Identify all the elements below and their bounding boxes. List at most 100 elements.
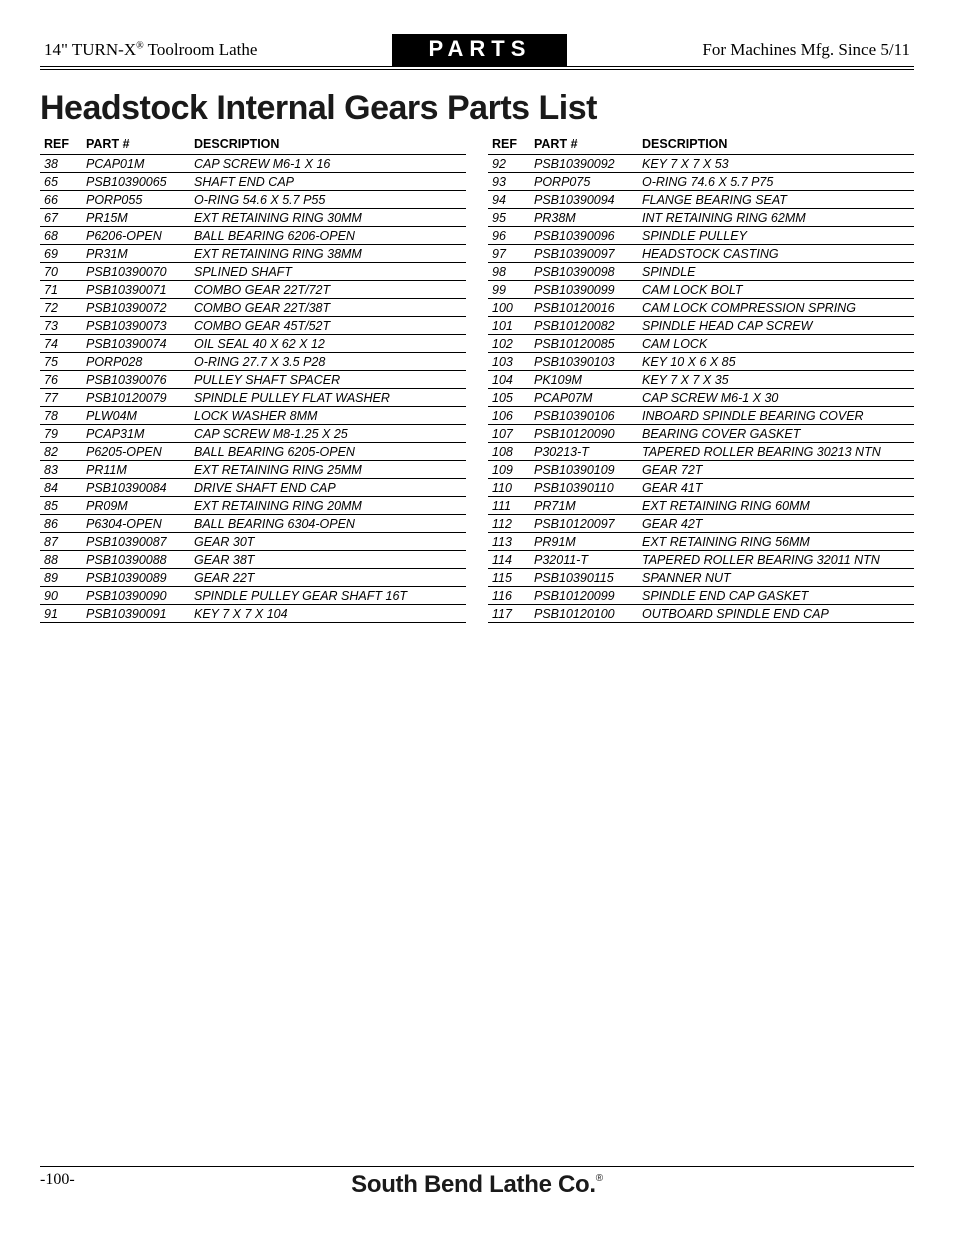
table-row: 78PLW04MLOCK WASHER 8MM <box>40 407 466 425</box>
cell-desc: CAP SCREW M6-1 X 30 <box>638 389 914 407</box>
cell-part: P6205-OPEN <box>82 443 190 461</box>
header-reg-mark: ® <box>136 40 144 51</box>
cell-desc: KEY 7 X 7 X 53 <box>638 155 914 173</box>
tables-container: REF PART # DESCRIPTION 38PCAP01M CAP SCRE… <box>40 134 914 623</box>
cell-ref: 115 <box>488 569 530 587</box>
cell-part: P6304-OPEN <box>82 515 190 533</box>
cell-desc: SPINDLE PULLEY <box>638 227 914 245</box>
cell-part: P30213-T <box>530 443 638 461</box>
table-row: 105PCAP07MCAP SCREW M6-1 X 30 <box>488 389 914 407</box>
cell-ref: 65 <box>40 173 82 191</box>
cell-part: PSB10120090 <box>530 425 638 443</box>
col-part-header: PART # <box>530 134 638 155</box>
cell-part: PSB10390087 <box>82 533 190 551</box>
table-row: 77PSB10120079SPINDLE PULLEY FLAT WASHER <box>40 389 466 407</box>
cell-part: PK109M <box>530 371 638 389</box>
table-row: 70PSB10390070SPLINED SHAFT <box>40 263 466 281</box>
table-row: 89PSB10390089GEAR 22T <box>40 569 466 587</box>
table-row: 103PSB10390103KEY 10 X 6 X 85 <box>488 353 914 371</box>
table-row: 66PORP055O-RING 54.6 X 5.7 P55 <box>40 191 466 209</box>
parts-table-right: REF PART # DESCRIPTION 92PSB10390092KEY … <box>488 134 914 623</box>
cell-ref: 112 <box>488 515 530 533</box>
cell-ref: 75 <box>40 353 82 371</box>
left-table-wrap: REF PART # DESCRIPTION 38PCAP01MCAP SCRE… <box>40 134 466 623</box>
cell-desc: TAPERED ROLLER BEARING 30213 NTN <box>638 443 914 461</box>
cell-ref: 92 <box>488 155 530 173</box>
cell-desc: OUTBOARD SPINDLE END CAP <box>638 605 914 623</box>
cell-ref: 71 <box>40 281 82 299</box>
table-header-row: REF PART # DESCRIPTION <box>488 134 914 155</box>
cell-part: PSB10390065 <box>82 173 190 191</box>
cell-part: PR38M <box>530 209 638 227</box>
cell-ref: 99 <box>488 281 530 299</box>
footer-brand-reg: ® <box>596 1173 603 1184</box>
cell-ref: 87 <box>40 533 82 551</box>
cell-ref: 68 <box>40 227 82 245</box>
col-ref-header: REF <box>488 134 530 155</box>
cell-desc: KEY 7 X 7 X 104 <box>190 605 466 623</box>
table-row: 111PR71MEXT RETAINING RING 60MM <box>488 497 914 515</box>
cell-part: PSB10390084 <box>82 479 190 497</box>
table-row: 108P30213-TTAPERED ROLLER BEARING 30213 … <box>488 443 914 461</box>
cell-ref: 70 <box>40 263 82 281</box>
cell-part: PORP055 <box>82 191 190 209</box>
cell-ref: 67 <box>40 209 82 227</box>
table-row: 97PSB10390097HEADSTOCK CASTING <box>488 245 914 263</box>
cell-desc: GEAR 41T <box>638 479 914 497</box>
cell-ref: 66 <box>40 191 82 209</box>
table-row: 98PSB10390098SPINDLE <box>488 263 914 281</box>
table-row: 117PSB10120100OUTBOARD SPINDLE END CAP <box>488 605 914 623</box>
table-row: 110PSB10390110GEAR 41T <box>488 479 914 497</box>
cell-ref: 78 <box>40 407 82 425</box>
cell-desc: PULLEY SHAFT SPACER <box>190 371 466 389</box>
cell-desc: EXT RETAINING RING 30MM <box>190 209 466 227</box>
cell-desc: EXT RETAINING RING 56MM <box>638 533 914 551</box>
cell-ref: 97 <box>488 245 530 263</box>
cell-ref: 73 <box>40 317 82 335</box>
col-part-header: PART # <box>82 134 190 155</box>
cell-ref: 110 <box>488 479 530 497</box>
cell-ref: 111 <box>488 497 530 515</box>
cell-desc: TAPERED ROLLER BEARING 32011 NTN <box>638 551 914 569</box>
table-row: 69PR31MEXT RETAINING RING 38MM <box>40 245 466 263</box>
cell-ref: 104 <box>488 371 530 389</box>
cell-ref: 100 <box>488 299 530 317</box>
cell-ref: 93 <box>488 173 530 191</box>
cell-ref: 38 <box>40 155 82 173</box>
table-row: 65PSB10390065SHAFT END CAP <box>40 173 466 191</box>
cell-desc: INBOARD SPINDLE BEARING COVER <box>638 407 914 425</box>
table-header-row: REF PART # DESCRIPTION <box>40 134 466 155</box>
cell-ref: 77 <box>40 389 82 407</box>
table-row: 68P6206-OPENBALL BEARING 6206-OPEN <box>40 227 466 245</box>
cell-part: PSB10390115 <box>530 569 638 587</box>
table-row: 102PSB10120085CAM LOCK <box>488 335 914 353</box>
cell-desc: O-RING 27.7 X 3.5 P28 <box>190 353 466 371</box>
header-right: For Machines Mfg. Since 5/11 <box>702 40 914 60</box>
cell-ref: 89 <box>40 569 82 587</box>
table-row: 84PSB10390084DRIVE SHAFT END CAP <box>40 479 466 497</box>
cell-ref: 94 <box>488 191 530 209</box>
cell-ref: 102 <box>488 335 530 353</box>
cell-ref: 113 <box>488 533 530 551</box>
cell-part: PR09M <box>82 497 190 515</box>
col-desc-header: DESCRIPTION <box>638 134 914 155</box>
header-section-badge: PARTS <box>392 34 567 66</box>
cell-part: PSB10390097 <box>530 245 638 263</box>
table-row: 112PSB10120097GEAR 42T <box>488 515 914 533</box>
cell-part: PORP075 <box>530 173 638 191</box>
cell-desc: INT RETAINING RING 62MM <box>638 209 914 227</box>
cell-part: PCAP01M <box>82 155 190 173</box>
cell-ref: 86 <box>40 515 82 533</box>
page-footer: -100- South Bend Lathe Co.® <box>40 1166 914 1189</box>
cell-part: PSB10390088 <box>82 551 190 569</box>
col-ref-header: REF <box>40 134 82 155</box>
cell-desc: GEAR 42T <box>638 515 914 533</box>
cell-ref: 116 <box>488 587 530 605</box>
page-title: Headstock Internal Gears Parts List <box>40 89 914 128</box>
table-row: 86P6304-OPENBALL BEARING 6304-OPEN <box>40 515 466 533</box>
cell-desc: SHAFT END CAP <box>190 173 466 191</box>
cell-part: PSB10390094 <box>530 191 638 209</box>
cell-part: PSB10390090 <box>82 587 190 605</box>
table-row: 83PR11MEXT RETAINING RING 25MM <box>40 461 466 479</box>
table-row: 82P6205-OPENBALL BEARING 6205-OPEN <box>40 443 466 461</box>
